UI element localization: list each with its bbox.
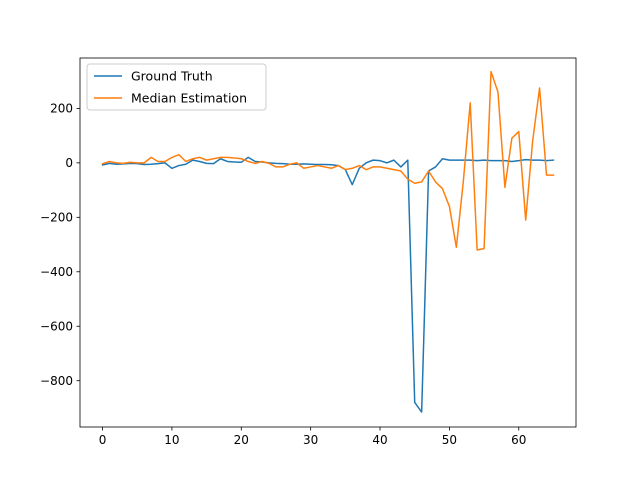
axes-frame — [79, 57, 577, 428]
legend: Ground Truth Median Estimation — [86, 63, 267, 111]
y-tick-label: −600 — [40, 320, 73, 334]
y-tick-label: −400 — [40, 265, 73, 279]
x-tick-label: 10 — [164, 433, 179, 447]
series-line-2 — [101, 70, 555, 251]
y-axis: −800 −600 −400 −200 0 200 — [40, 102, 80, 388]
y-tick-label: −800 — [40, 374, 73, 388]
x-tick-label: 20 — [234, 433, 249, 447]
y-tick-label: −200 — [40, 211, 73, 225]
x-tick-label: 60 — [511, 433, 526, 447]
x-tick-label: 0 — [99, 433, 107, 447]
y-tick-label: 0 — [65, 156, 73, 170]
series-line-1 — [101, 156, 555, 413]
x-axis: 0 10 20 30 40 50 60 — [99, 427, 526, 447]
legend-label: Median Estimation — [131, 91, 247, 106]
series-lines — [101, 70, 555, 413]
y-tick-label: 200 — [50, 102, 73, 116]
x-tick-label: 30 — [303, 433, 318, 447]
legend-label: Ground Truth — [131, 69, 213, 84]
x-tick-label: 50 — [442, 433, 457, 447]
legend-box — [86, 63, 267, 111]
x-tick-label: 40 — [372, 433, 387, 447]
